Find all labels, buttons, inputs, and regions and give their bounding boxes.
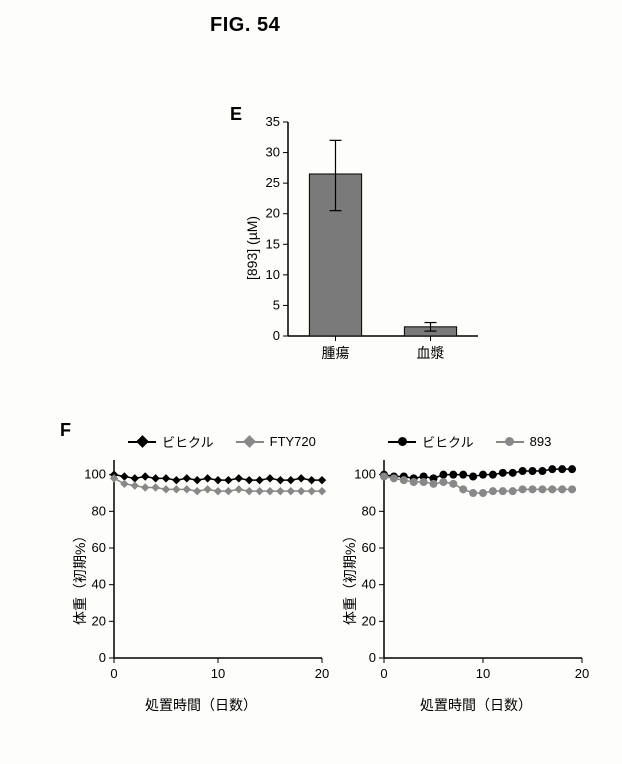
svg-text:0: 0 [369, 650, 376, 665]
svg-text:15: 15 [266, 236, 280, 251]
panel-f-right-ylabel: 体重（初期%） [340, 529, 360, 625]
panel-f-left-ylabel: 体重（初期%） [70, 529, 90, 625]
svg-text:20: 20 [315, 666, 329, 681]
panel-f-left-xlabel: 処置時間（日数） [145, 695, 257, 715]
legend-marker-vehicle-left [128, 436, 156, 448]
svg-text:20: 20 [266, 206, 280, 221]
legend-text-vehicle-left: ビヒクル [162, 432, 214, 451]
svg-text:20: 20 [362, 613, 376, 628]
panel-f-right-legend: ビヒクル 893 [388, 432, 551, 451]
svg-text:40: 40 [362, 577, 376, 592]
panel-f-left-chart: 0 20 40 60 80 100 0 10 20 [70, 452, 330, 692]
legend-text-fty720: FTY720 [270, 434, 316, 449]
svg-text:0: 0 [99, 650, 106, 665]
svg-text:0: 0 [273, 328, 280, 343]
svg-text:10: 10 [476, 666, 490, 681]
svg-text:血漿: 血漿 [417, 345, 445, 361]
panel-f-left-legend: ビヒクル FTY720 [128, 432, 316, 451]
svg-text:80: 80 [92, 503, 106, 518]
svg-text:20: 20 [575, 666, 589, 681]
legend-marker-vehicle-right [388, 436, 416, 448]
svg-text:0: 0 [380, 666, 387, 681]
svg-text:60: 60 [92, 540, 106, 555]
legend-text-893: 893 [530, 434, 552, 449]
svg-text:5: 5 [273, 297, 280, 312]
svg-text:25: 25 [266, 175, 280, 190]
svg-text:40: 40 [92, 577, 106, 592]
svg-text:10: 10 [266, 267, 280, 282]
svg-text:腫瘍: 腫瘍 [322, 345, 350, 361]
svg-text:80: 80 [362, 503, 376, 518]
svg-text:100: 100 [354, 467, 376, 482]
legend-marker-893 [496, 436, 524, 448]
panel-e-ylabel: [893] (µM) [244, 216, 260, 280]
figure-title: FIG. 54 [210, 14, 280, 37]
svg-text:10: 10 [211, 666, 225, 681]
legend-text-vehicle-right: ビヒクル [422, 432, 474, 451]
svg-text:30: 30 [266, 145, 280, 160]
panel-f-label: F [60, 420, 71, 441]
svg-text:0: 0 [110, 666, 117, 681]
svg-text:35: 35 [266, 114, 280, 129]
panel-e-bar-chart: 0 5 10 15 20 25 30 35 腫瘍 血漿 [238, 112, 488, 372]
svg-text:20: 20 [92, 613, 106, 628]
panel-f-right-chart: 0 20 40 60 80 100 0 10 20 [340, 452, 590, 692]
panel-f-right-xlabel: 処置時間（日数） [420, 695, 532, 715]
svg-text:100: 100 [84, 467, 106, 482]
svg-text:60: 60 [362, 540, 376, 555]
legend-marker-fty720 [236, 436, 264, 448]
